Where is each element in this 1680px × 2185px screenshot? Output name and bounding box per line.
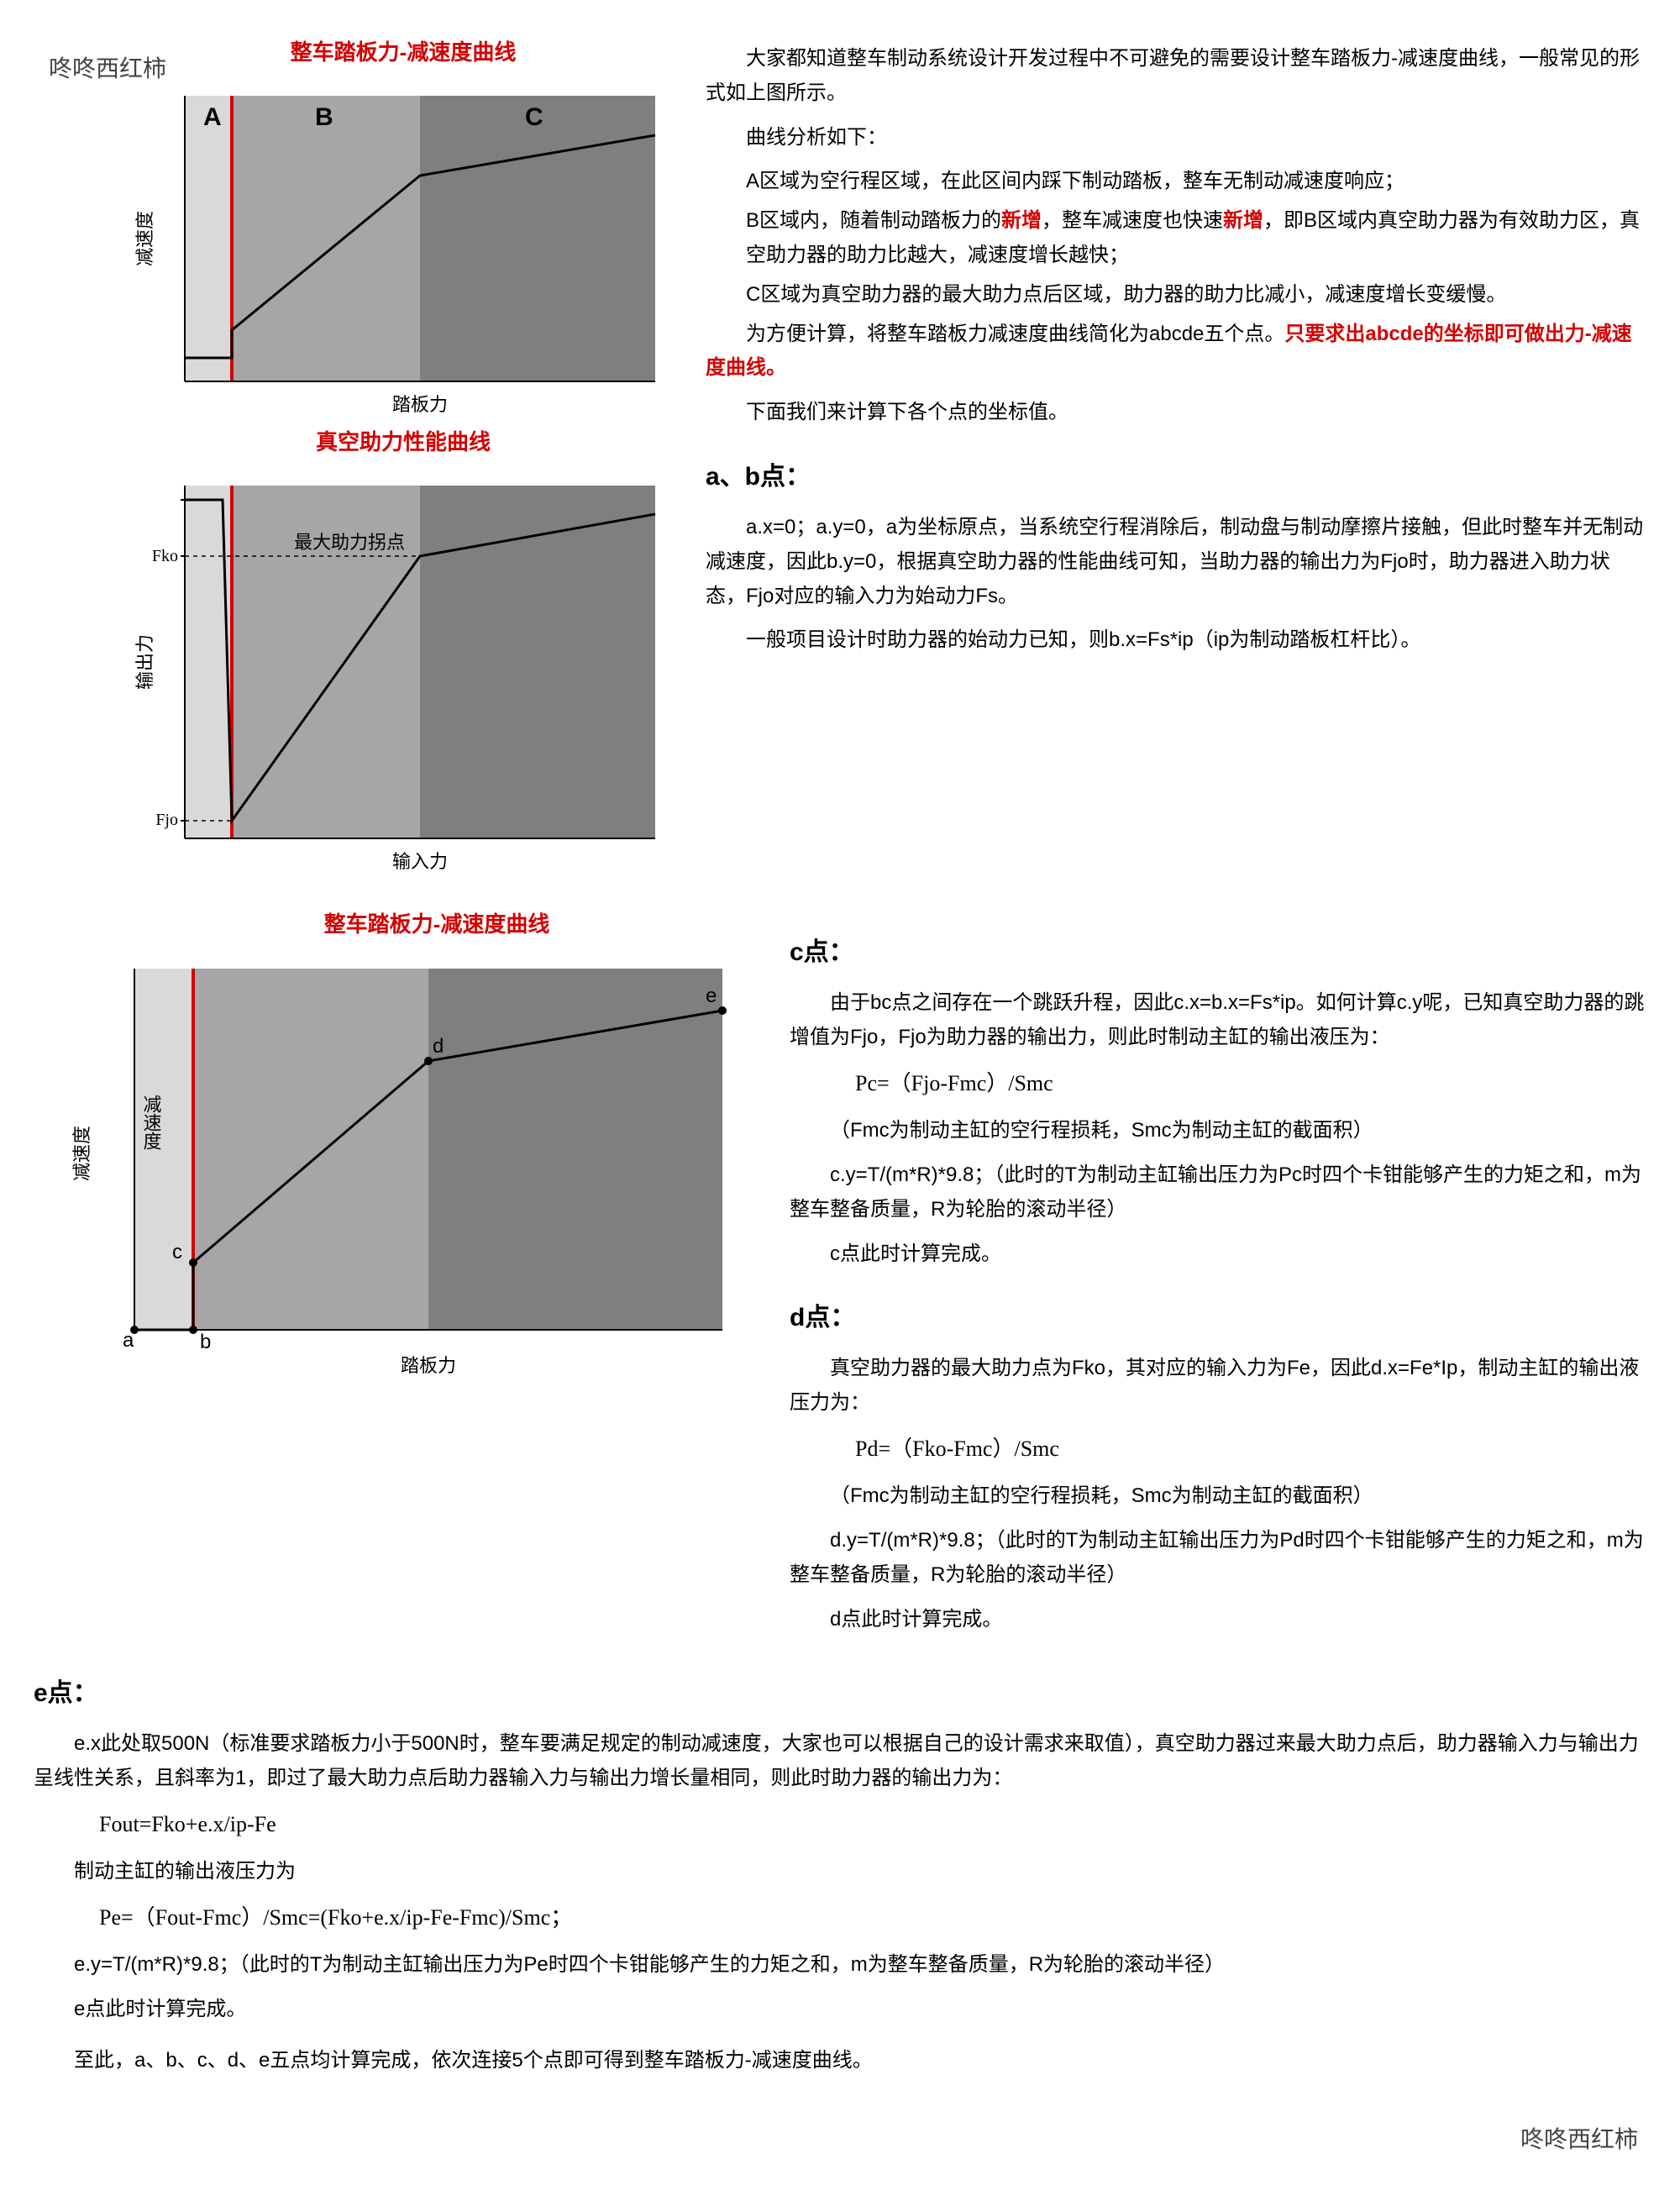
- chart2-title: 真空助力性能曲线: [134, 423, 672, 460]
- chart1-xlabel: 踏板力: [392, 394, 448, 415]
- heading-c: c点：: [790, 931, 1646, 974]
- intro-p2: 曲线分析如下：: [706, 121, 1646, 155]
- c-p2: （Fmc为制动主缸的空行程损耗，Smc为制动主缸的截面积）: [790, 1114, 1646, 1148]
- intro-p3: 为方便计算，将整车踏板力减速度曲线简化为abcde五个点。只要求出abcde的坐…: [706, 318, 1646, 386]
- heading-e: e点：: [34, 1672, 1646, 1715]
- intro-li1: A区域为空行程区域，在此区间内踩下制动踏板，整车无制动减速度响应；: [746, 165, 1646, 199]
- pa-2: 一般项目设计时助力器的始动力已知，则b.x=Fs*ip（ip为制动踏板杠杆比）。: [706, 623, 1646, 658]
- d-f1: Pd=（Fko-Fmc）/Smc: [855, 1431, 1646, 1468]
- d-p3: d.y=T/(m*R)*9.8；（此时的T为制动主缸输出压力为Pd时四个卡钳能够…: [790, 1524, 1646, 1593]
- d-p2: （Fmc为制动主缸的空行程损耗，Smc为制动主缸的截面积）: [790, 1479, 1646, 1514]
- chart2-ylabel: 输出力: [134, 634, 155, 690]
- watermark-top-left: 咚咚西红柿: [49, 49, 166, 89]
- chart1-label-a: A: [203, 103, 222, 131]
- chart1-region-b: [232, 96, 420, 381]
- chart3-title: 整车踏板力-减速度曲线: [118, 906, 756, 943]
- watermark-bottom-right: 咚咚西红柿: [25, 2119, 1638, 2160]
- intro-p4: 下面我们来计算下各个点的坐标值。: [706, 396, 1646, 430]
- chart3-pt-d: d: [433, 1035, 444, 1058]
- e-f2: Pe=（Fout-Fmc）/Smc=(Fko+e.x/ip-Fe-Fmc)/Sm…: [99, 1899, 1646, 1936]
- heading-a: a、b点：: [706, 455, 1646, 498]
- tail: 至此，a、b、c、d、e五点均计算完成，依次连接5个点即可得到整车踏板力-减速度…: [34, 2044, 1646, 2078]
- intro-p3a: 为方便计算，将整车踏板力减速度曲线简化为abcde五个点。: [746, 323, 1284, 345]
- c-f1: Pc=（Fjo-Fmc）/Smc: [855, 1065, 1646, 1102]
- intro-li2-a: B区域内，随着制动踏板力的: [746, 209, 1001, 232]
- intro-li2-b: 新增: [1001, 209, 1042, 232]
- chart3-pt-c: c: [172, 1241, 182, 1263]
- chart1-ylabel: 减速度: [134, 211, 155, 266]
- chart1-svg: A B C 踏板力 减速度: [134, 79, 672, 415]
- e-p1: e.x此处取500N（标准要求踏板力小于500N时，整车要满足规定的制动减速度，…: [34, 1727, 1646, 1796]
- chart1-label-b: B: [315, 103, 333, 131]
- chart3-pt-e: e: [706, 985, 717, 1007]
- chart1-region-a: [185, 96, 232, 381]
- chart2-ytick-fjo: Fjo: [155, 811, 178, 829]
- chart3-pt-a: a: [123, 1329, 134, 1352]
- chart2-xlabel: 输入力: [392, 851, 448, 872]
- c-p4: c点此时计算完成。: [790, 1237, 1646, 1272]
- intro-p1: 大家都知道整车制动系统设计开发过程中不可避免的需要设计整车踏板力-减速度曲线，一…: [706, 42, 1646, 111]
- pa-1: a.x=0；a.y=0，a为坐标原点，当系统空行程消除后，制动盘与制动摩擦片接触…: [706, 511, 1646, 613]
- c-p1: 由于bc点之间存在一个跳跃升程，因此c.x=b.x=Fs*ip。如何计算c.y呢…: [790, 986, 1646, 1055]
- chart1-label-c: C: [525, 103, 543, 131]
- chart3-xlabel: 踏板力: [401, 1355, 456, 1376]
- c-p3: c.y=T/(m*R)*9.8；（此时的T为制动主缸输出压力为Pc时四个卡钳能够…: [790, 1158, 1646, 1227]
- chart1-region-c: [420, 96, 655, 381]
- e-p4: e点此时计算完成。: [34, 1993, 1646, 2027]
- chart2-annot: 最大助力拐点: [294, 532, 405, 553]
- intro-li2-d: 新增: [1223, 209, 1263, 232]
- chart2-svg: 最大助力拐点 Fko Fjo 输入力 输出力: [134, 469, 672, 872]
- chart3-ylabel-inner: 减速度: [141, 1095, 162, 1150]
- intro-li2: B区域内，随着制动踏板力的新增，整车减速度也快速新增，即B区域内真空助力器为有效…: [746, 204, 1646, 273]
- e-p3: e.y=T/(m*R)*9.8；（此时的T为制动主缸输出压力为Pe时四个卡钳能够…: [34, 1948, 1646, 1983]
- d-p1: 真空助力器的最大助力点为Fko，其对应的输入力为Fe，因此d.x=Fe*Ip，制…: [790, 1352, 1646, 1421]
- chart3-ylabel: 减速度: [71, 1126, 92, 1181]
- d-p4: d点此时计算完成。: [790, 1603, 1646, 1637]
- intro-li2-c: ，整车减速度也快速: [1042, 209, 1223, 232]
- chart3-svg: a b c d e 减速度 踏板力 减速度: [67, 943, 756, 1380]
- heading-d: d点：: [790, 1296, 1646, 1339]
- e-p2: 制动主缸的输出液压力为: [34, 1855, 1646, 1889]
- chart1-title: 整车踏板力-减速度曲线: [134, 34, 672, 71]
- chart3-pt-b: b: [200, 1331, 211, 1353]
- e-f1: Fout=Fko+e.x/ip-Fe: [99, 1806, 1646, 1843]
- intro-li3: C区域为真空助力器的最大助力点后区域，助力器的助力比减小，减速度增长变缓慢。: [746, 278, 1646, 313]
- chart2-ytick-fko: Fko: [152, 547, 178, 565]
